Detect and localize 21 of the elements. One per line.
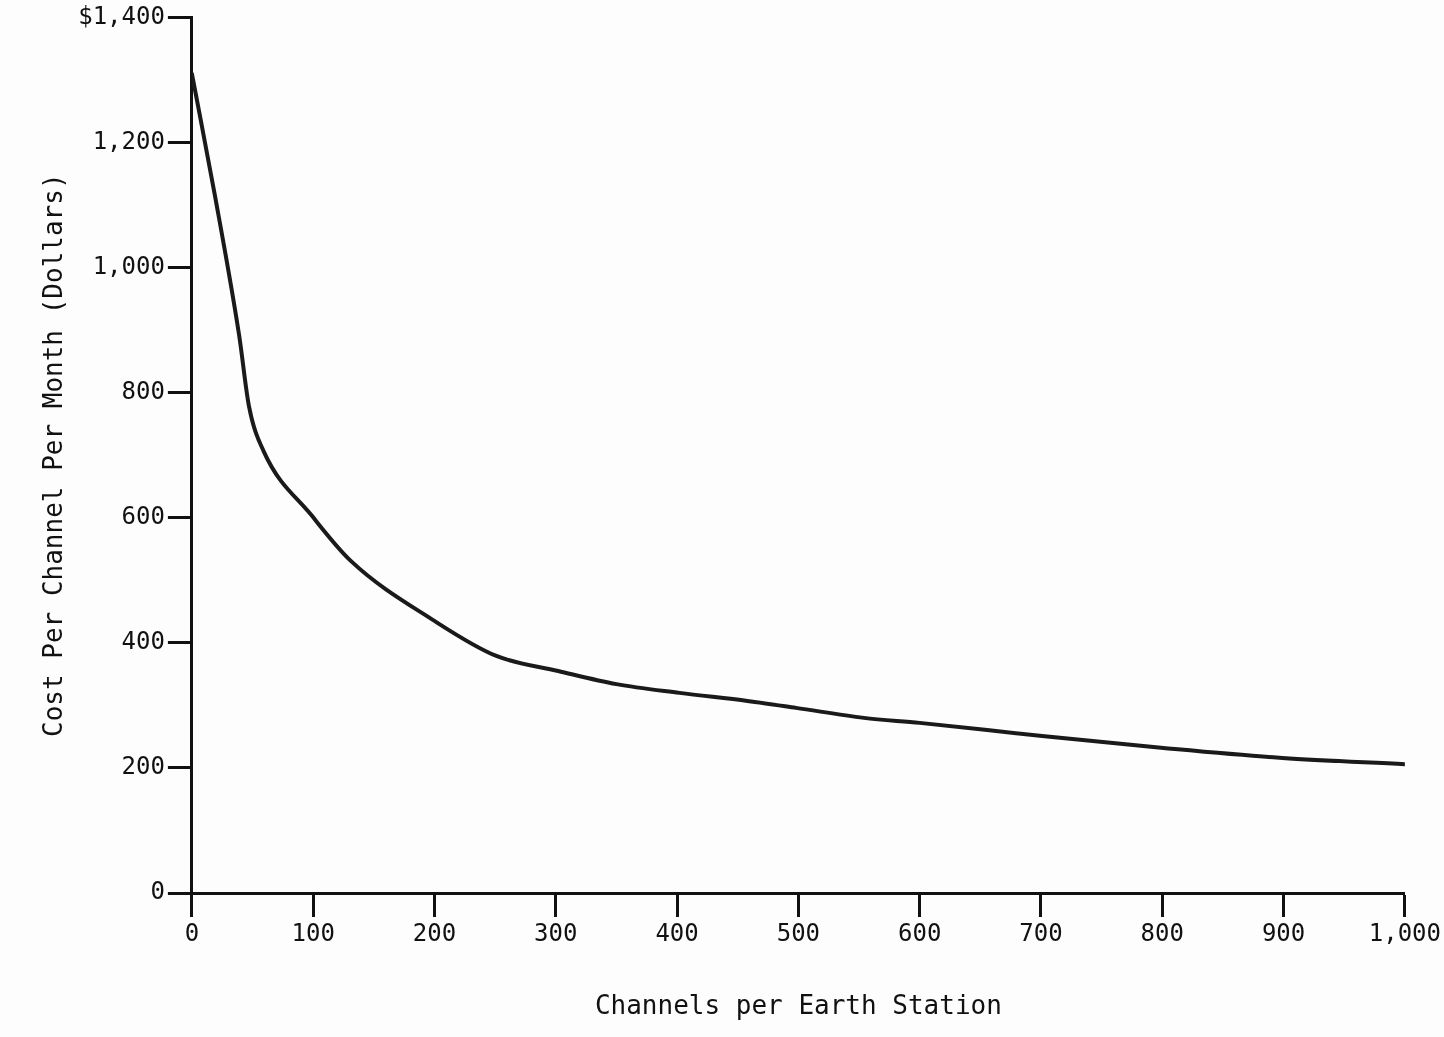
x-tick-label: 100 <box>291 918 335 947</box>
y-axis-title: Cost Per Channel Per Month (Dollars) <box>38 173 69 737</box>
x-tick-label: 900 <box>1261 918 1306 947</box>
y-tick-label: 600 <box>121 501 165 530</box>
x-tick-label: 1,000 <box>1368 918 1441 947</box>
x-tick-label: 300 <box>534 918 578 947</box>
y-tick-label: 0 <box>150 877 165 906</box>
y-tick-label: 1,200 <box>92 126 165 155</box>
x-tick-label: 500 <box>776 918 821 947</box>
x-tick-label: 700 <box>1019 918 1063 947</box>
x-axis-title: Channels per Earth Station <box>594 990 1002 1021</box>
y-tick-label: 400 <box>121 627 165 656</box>
x-tick-label: 400 <box>655 918 699 947</box>
x-tick-label: 600 <box>898 918 942 947</box>
x-tick-label: 0 <box>184 918 200 947</box>
y-tick-label: $1,400 <box>78 1 165 30</box>
x-tick-label: 800 <box>1140 918 1184 947</box>
y-tick-label: 800 <box>121 376 165 405</box>
y-tick-label: 200 <box>121 752 165 781</box>
y-tick-label: 1,000 <box>92 251 165 280</box>
x-tick-label: 200 <box>412 918 457 947</box>
